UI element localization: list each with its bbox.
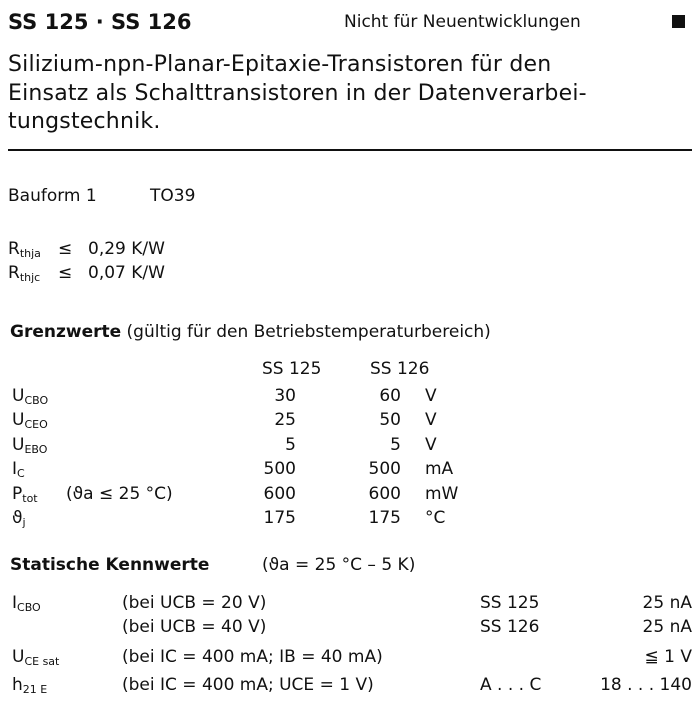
condition: (bei IC = 400 mA; UCE = 1 V) [122,675,374,695]
thermal-value: 0,29 K/W [88,239,165,259]
value: 25 nA [642,593,692,613]
value-ss126: 175 [368,508,401,528]
symbol-subscript: 21 E [22,683,48,696]
description-line: Einsatz als Schalttransistoren in der Da… [8,81,587,106]
value: 18 . . . 140 [600,675,692,695]
symbol-letter: P [12,483,23,504]
value-ss125: 500 [263,459,296,480]
unit: V [425,410,437,431]
type: SS 126 [480,617,540,637]
unit: °C [425,508,446,528]
symbol-subscript: CBO [17,601,41,614]
value-ss126: 5 [390,434,401,455]
value-ss126: 50 [379,410,401,431]
symbol-subscript: EBO [24,442,48,456]
relation: ≤ [58,263,73,283]
description-line: Silizium-npn-Planar-Epitaxie-Transistore… [8,52,552,77]
symbol: h21 E [12,675,48,696]
column-header: SS 125 [262,359,322,379]
symbol-letter: I [12,459,18,480]
symbol-letter: U [12,410,25,431]
symbol-letter: I [12,593,18,613]
symbol: Rthjc [8,263,41,284]
symbol: UCEO [12,410,48,432]
package-value: TO39 [150,186,196,206]
value-ss125: 30 [274,386,296,406]
limits-heading: Grenzwerte [10,322,122,342]
symbol: UEBO [12,434,48,456]
black-square-icon [672,15,685,28]
condition: (bei UCB = 20 V) [122,593,267,613]
symbol: UCBO [12,386,49,407]
unit: mW [425,483,459,504]
symbol: Rthja [8,239,41,260]
symbol: ϑj [12,508,26,529]
symbol-subscript: CBO [24,394,49,407]
column-header: SS 126 [370,359,430,379]
thermal-value: 0,07 K/W [88,263,165,283]
condition: (ϑa ≤ 25 °C) [66,483,173,504]
symbol: ICBO [12,593,41,614]
divider [8,149,692,151]
condition: (bei IC = 400 mA; IB = 40 mA) [122,647,383,667]
value-ss125: 600 [263,483,296,504]
unit: V [425,386,437,406]
page-title: SS 125 · SS 126 [8,10,192,34]
static-heading-note: (ϑa = 25 °C – 5 K) [262,555,416,575]
symbol-subscript: C [17,467,25,481]
value-ss126: 500 [368,459,401,480]
symbol-letter: R [8,239,20,259]
limits-heading-row: Grenzwerte (gültig für den Betriebstempe… [10,324,491,341]
status-note: Nicht für Neuentwicklungen [344,12,581,32]
package-label: Bauform 1 [8,186,97,206]
value: ≦ 1 V [644,647,693,667]
symbol-letter: R [8,263,20,283]
value: 25 nA [642,617,692,637]
static-heading: Statische Kennwerte [10,555,210,575]
type: A . . . C [480,675,542,695]
symbol: Ptot [12,483,38,505]
value-ss125: 175 [263,508,296,528]
symbol-subscript: CEO [24,418,48,432]
relation: ≤ [58,239,73,259]
unit: mA [425,459,454,480]
condition: (bei UCB = 40 V) [122,617,267,637]
symbol-letter: U [12,434,25,455]
limits-heading-note: (gültig für den Betriebstemperaturbereic… [126,322,491,342]
symbol-subscript: CE sat [24,655,60,668]
symbol-subscript: thjc [19,271,41,284]
symbol-subscript: j [22,516,26,529]
unit: V [425,434,437,455]
value-ss126: 600 [368,483,401,504]
symbol-letter: U [12,386,25,406]
symbol: UCE sat [12,647,60,668]
symbol-subscript: tot [22,491,38,505]
description-line: tungstechnik. [8,109,161,134]
symbol-letter: ϑ [12,508,23,528]
symbol: IC [12,459,25,481]
symbol-letter: U [12,647,25,667]
value-ss126: 60 [379,386,401,406]
symbol-subscript: thja [19,247,41,260]
type: SS 125 [480,593,540,613]
symbol-letter: h [12,675,23,695]
value-ss125: 25 [274,410,296,431]
value-ss125: 5 [285,434,296,455]
